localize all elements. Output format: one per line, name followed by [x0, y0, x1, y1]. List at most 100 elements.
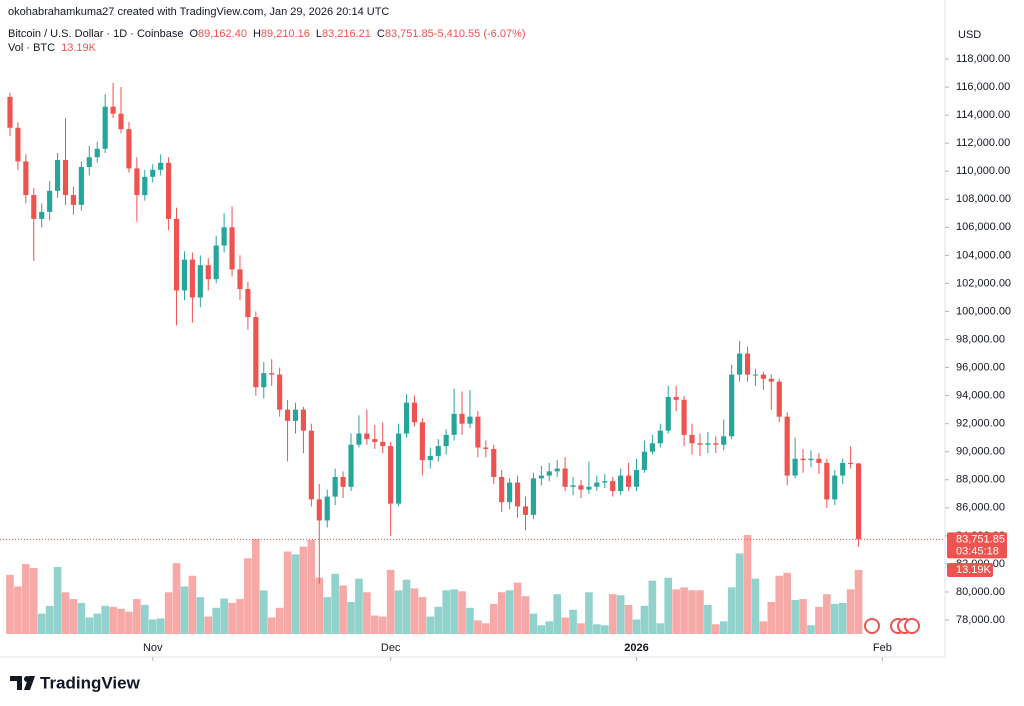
candle-body: [277, 374, 283, 410]
candle-body: [467, 416, 473, 424]
volume-bar: [117, 608, 125, 634]
y-tick-label: 98,000.00: [956, 333, 1005, 345]
volume-bar: [704, 604, 712, 634]
symbol: Bitcoin / U.S. Dollar · 1D · Coinbase: [8, 28, 183, 40]
volume-bar: [188, 575, 197, 634]
candle-body: [411, 402, 418, 423]
candle-body: [491, 448, 497, 477]
candle-body: [181, 259, 188, 291]
volume-bar: [93, 613, 102, 634]
y-tick-label: 110,000.00: [956, 165, 1010, 177]
volume-bar: [712, 624, 720, 634]
y-tick-label: 102,000.00: [956, 277, 1011, 289]
candle-body: [261, 373, 267, 388]
volume-bar: [751, 578, 760, 634]
candle-body: [396, 433, 402, 504]
volume-bar: [648, 580, 657, 634]
volume-bar: [442, 590, 450, 634]
candle-body: [364, 433, 370, 440]
volume-bar: [125, 611, 133, 634]
volume-bar: [355, 578, 363, 634]
volume-bar: [315, 577, 324, 634]
candle-body: [388, 446, 394, 504]
volume-bar: [172, 563, 181, 634]
logo-text: TradingView: [40, 673, 141, 692]
candle-body: [546, 471, 552, 476]
volume-bar: [148, 619, 157, 634]
volume-bar: [807, 625, 815, 634]
last-price-box: [947, 532, 1007, 559]
candle-body: [594, 482, 600, 487]
candle-body: [237, 269, 243, 290]
volume-bar: [196, 597, 205, 634]
volume-bar: [291, 554, 300, 634]
candle-body: [824, 462, 830, 500]
volume-bar: [323, 597, 332, 634]
credit: okohabrahamkuma27 created with TradingVi…: [8, 6, 389, 18]
y-tick-label: 86,000.00: [956, 502, 1005, 514]
candle-body: [673, 397, 679, 400]
candle-body: [816, 458, 822, 463]
candle-body: [54, 160, 61, 191]
candle-body: [840, 462, 846, 476]
volume-bar: [815, 606, 823, 634]
volume-bar: [846, 589, 855, 634]
volume-bar: [61, 592, 70, 634]
candle-body: [657, 430, 663, 444]
volume-bar: [489, 603, 498, 634]
ohlc-key: O: [189, 28, 198, 40]
candle-body: [443, 434, 449, 447]
volume-bar: [624, 604, 633, 634]
volume-value-label: 13.19K: [956, 564, 992, 576]
ohlc-value: 89,162.40: [198, 28, 247, 40]
candle-body: [554, 468, 560, 472]
volume-bar: [402, 579, 411, 634]
volume-bar: [45, 605, 54, 634]
candle-body: [855, 463, 862, 540]
volume-bar: [347, 601, 355, 634]
volume-bar: [545, 621, 554, 634]
candle-body: [332, 476, 338, 497]
volume-bar: [164, 592, 173, 634]
candle-body: [570, 485, 576, 487]
candle-body: [618, 475, 624, 491]
ohlc-value: 89,210.16: [261, 28, 310, 40]
volume-bar: [212, 607, 220, 634]
volume-bar: [672, 589, 680, 634]
candle-body: [102, 106, 108, 149]
candle-body: [729, 374, 735, 437]
y-tick-label: 88,000.00: [956, 474, 1005, 486]
candle-body: [134, 168, 140, 196]
volume-bar: [267, 617, 276, 634]
volume-bar: [783, 572, 791, 634]
volume-bar: [236, 599, 244, 634]
volume-bar: [386, 569, 395, 634]
volume-bar: [505, 590, 514, 634]
volume-bar: [378, 616, 387, 634]
candle-body: [427, 455, 433, 461]
candle-body: [245, 289, 251, 318]
candle-body: [403, 402, 410, 434]
volume-bar: [77, 602, 86, 634]
volume-bar: [608, 594, 617, 634]
candle-body: [744, 353, 751, 375]
candle-body: [110, 106, 116, 114]
volume-bar: [275, 607, 284, 634]
candle-body: [205, 265, 211, 280]
y-tick-label: 100,000.00: [956, 305, 1011, 317]
x-tick-label: Feb: [873, 642, 892, 654]
y-tick-label: 108,000.00: [956, 193, 1011, 205]
candle-body: [514, 482, 521, 507]
candle-body: [538, 475, 544, 479]
logo: TradingView: [10, 673, 141, 692]
candle-body: [808, 458, 814, 461]
candle-body: [39, 211, 45, 219]
candle-body: [721, 436, 727, 445]
y-tick-label: 80,000.00: [956, 586, 1005, 598]
ohlc-key: H: [253, 28, 261, 40]
candle-body: [697, 443, 703, 445]
candle-body: [62, 160, 69, 196]
volume-bar: [561, 617, 569, 634]
candle-body: [737, 353, 743, 375]
volume-bar: [6, 574, 14, 634]
